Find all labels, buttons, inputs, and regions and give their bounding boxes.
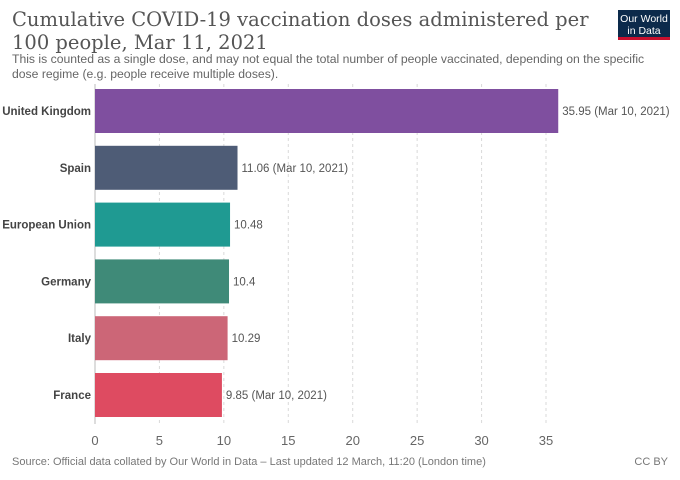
- x-tick-label: 15: [281, 433, 295, 448]
- x-tick-label: 5: [156, 433, 163, 448]
- category-label: United Kingdom: [2, 106, 91, 118]
- value-label: 10.29: [232, 333, 261, 345]
- value-label: 35.95 (Mar 10, 2021): [562, 106, 670, 118]
- owid-logo[interactable]: Our World in Data: [618, 10, 670, 40]
- x-tick-label: 35: [539, 433, 553, 448]
- bar: [95, 89, 559, 133]
- bar: [95, 259, 230, 304]
- x-tick-label: 30: [474, 433, 488, 448]
- logo-line-1: Our World: [620, 13, 668, 25]
- value-label: 9.85 (Mar 10, 2021): [226, 390, 327, 402]
- bar: [95, 316, 228, 361]
- bar: [95, 373, 222, 417]
- x-tick-label: 10: [217, 433, 231, 448]
- category-label: Spain: [60, 163, 91, 175]
- bar-chart: 0 5 10 15 20 25 30 35 United Kingdom 35.95 (Mar 1…: [2, 84, 670, 448]
- x-tick-label: 20: [345, 433, 359, 448]
- x-tick-label: 25: [410, 433, 424, 448]
- chart-title: Cumulative COVID-19 vaccination doses ad…: [12, 8, 589, 54]
- category-label: France: [53, 390, 91, 402]
- category-label: Germany: [41, 276, 91, 288]
- logo-line-2: in Data: [627, 25, 661, 37]
- license-label[interactable]: CC BY: [634, 456, 668, 468]
- x-tick-label: 0: [91, 433, 98, 448]
- category-label: Italy: [68, 333, 92, 345]
- value-label: 10.48: [234, 220, 263, 232]
- value-label: 10.4: [233, 276, 256, 288]
- bar: [95, 145, 238, 190]
- chart-subtitle: This is counted as a single dose, and ma…: [12, 52, 645, 81]
- value-label: 11.06 (Mar 10, 2021): [242, 163, 349, 175]
- source-note[interactable]: Source: Official data collated by Our Wo…: [12, 456, 486, 468]
- bar: [95, 202, 231, 247]
- category-label: European Union: [2, 220, 91, 232]
